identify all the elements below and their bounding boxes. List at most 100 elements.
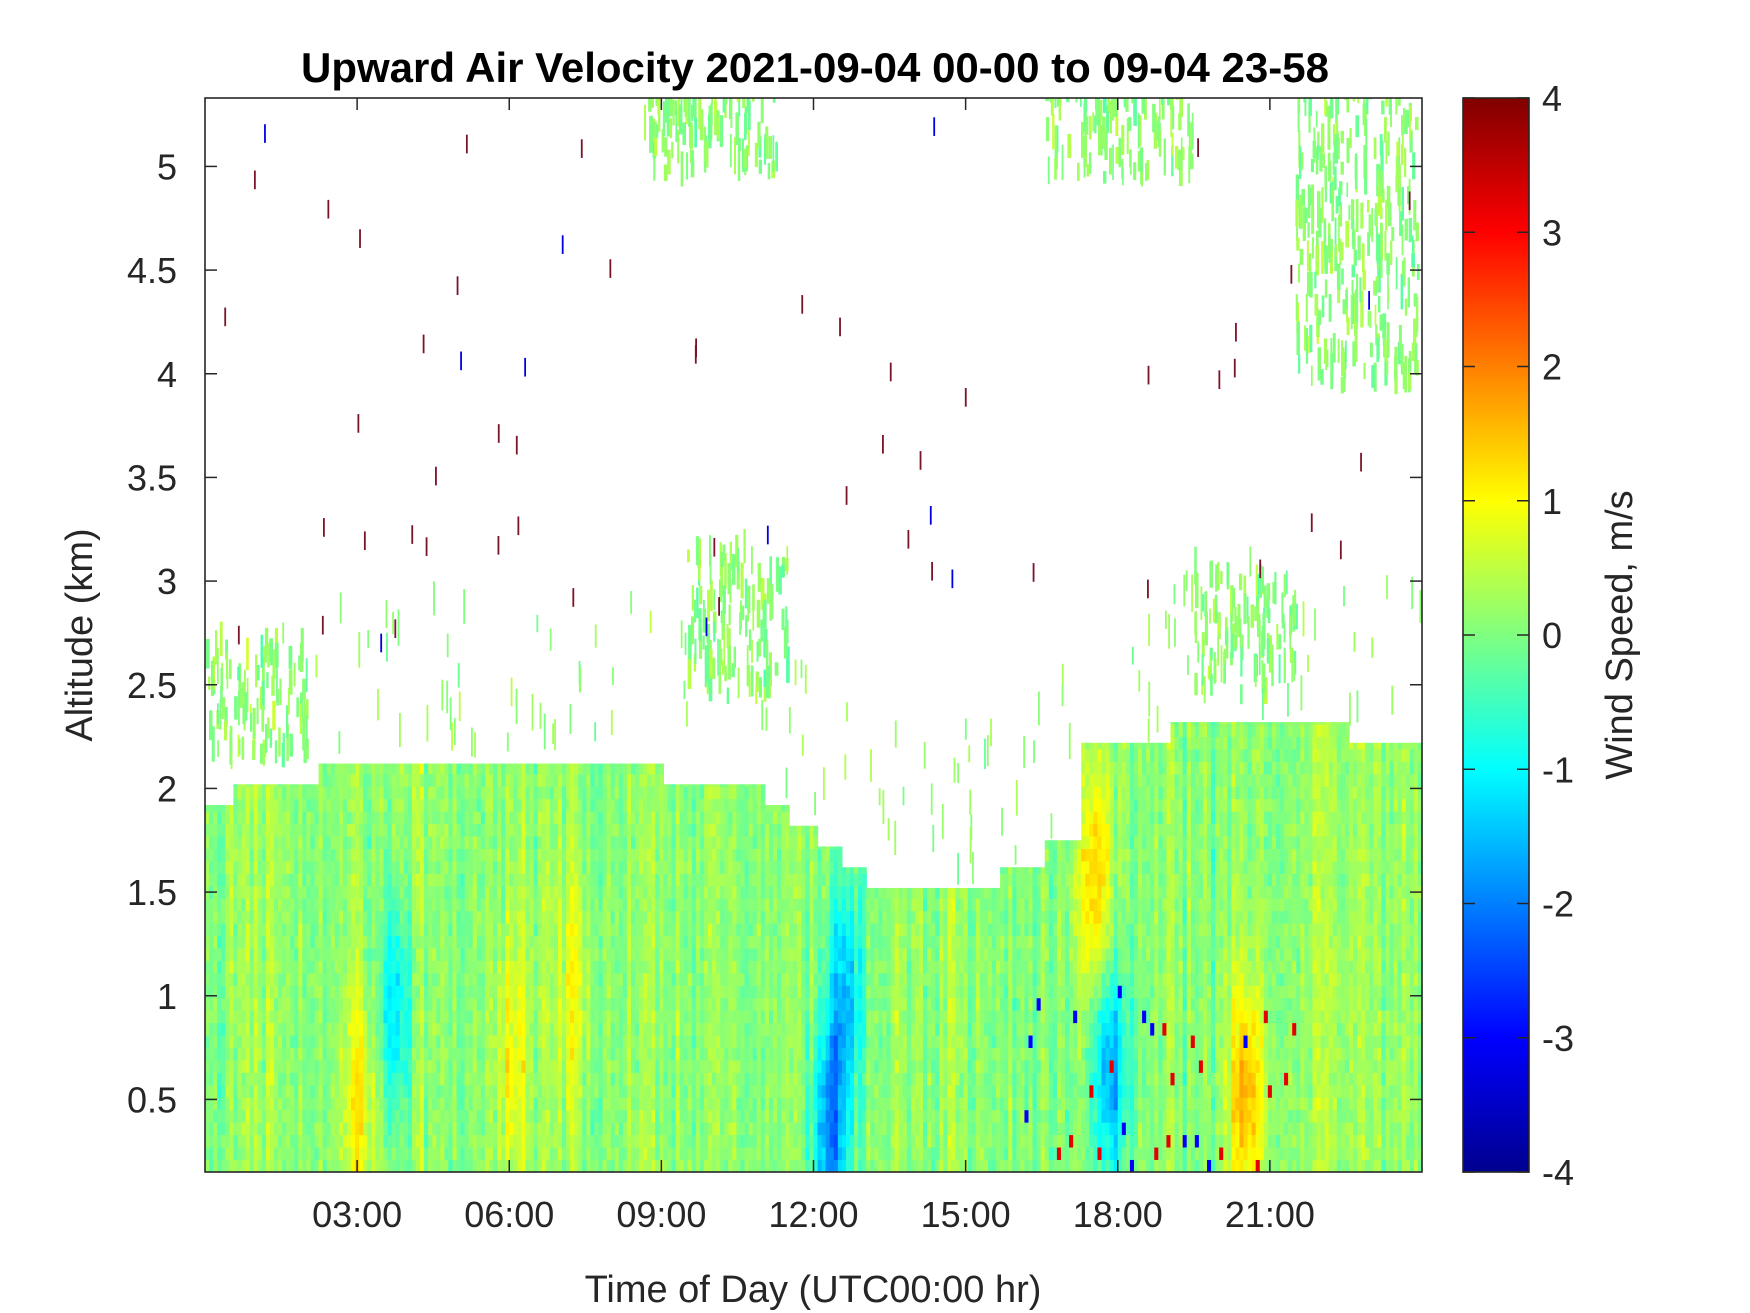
- heatmap-cell: [330, 923, 336, 937]
- heatmap-cell: [525, 848, 531, 862]
- heatmap-cell: [549, 773, 555, 787]
- heatmap-cell: [363, 948, 368, 961]
- heatmap-cell: [359, 798, 364, 812]
- heatmap-cell: [460, 773, 466, 787]
- heatmap-cell: [764, 1097, 770, 1111]
- heatmap-cell: [209, 805, 214, 812]
- heatmap-cell: [610, 972, 616, 986]
- heatmap-cell: [334, 1084, 340, 1098]
- heatmap-cell: [480, 1122, 486, 1136]
- heatmap-cell: [493, 960, 498, 974]
- heatmap-cell: [229, 1122, 234, 1136]
- heatmap-cell: [310, 985, 316, 999]
- heatmap-cell: [452, 1147, 458, 1160]
- heatmap-cell: [679, 1109, 685, 1123]
- heatmap-cell: [594, 1010, 600, 1024]
- heatmap-cell: [517, 1022, 523, 1036]
- heatmap-cell: [351, 1159, 356, 1173]
- heatmap-cell: [428, 1072, 433, 1086]
- heatmap-cell: [460, 1035, 466, 1048]
- heatmap-cell: [379, 861, 385, 874]
- heatmap-cell: [776, 1109, 782, 1123]
- heatmap-cell: [529, 948, 535, 961]
- heatmap-cell: [667, 960, 673, 974]
- heatmap-cell: [278, 898, 283, 912]
- heatmap-cell: [594, 786, 600, 800]
- heatmap-cell: [553, 1084, 559, 1098]
- heatmap-cell: [314, 1084, 320, 1098]
- heatmap-cell: [249, 885, 255, 899]
- heatmap-cell: [598, 1134, 604, 1148]
- heatmap-cell: [501, 935, 506, 949]
- heatmap-cell: [663, 798, 669, 812]
- heatmap-cell: [594, 1047, 600, 1061]
- heatmap-cell: [379, 1047, 385, 1061]
- heatmap-cell: [740, 784, 746, 787]
- heatmap-cell: [407, 997, 413, 1011]
- heatmap-cell: [484, 763, 490, 775]
- heatmap-cell: [647, 910, 652, 924]
- heatmap-cell: [302, 823, 308, 837]
- heatmap-cell: [468, 811, 474, 825]
- heatmap-cell: [586, 773, 591, 787]
- heatmap-cell: [712, 861, 717, 874]
- heatmap-cell: [411, 1109, 417, 1123]
- heatmap-cell: [245, 972, 251, 986]
- heatmap-cell: [744, 784, 750, 787]
- heatmap-cell: [298, 861, 303, 874]
- heatmap-cell: [253, 1134, 259, 1148]
- heatmap-cell: [549, 873, 555, 887]
- heatmap-cell: [460, 960, 466, 974]
- heatmap-cell: [683, 1010, 689, 1024]
- heatmap-cell: [549, 1097, 555, 1111]
- heatmap-cell: [626, 885, 632, 899]
- heatmap-cell: [594, 910, 600, 924]
- heatmap-cell: [529, 1109, 535, 1123]
- heatmap-cell: [484, 873, 490, 887]
- heatmap-cell: [695, 1147, 701, 1160]
- heatmap-cell: [561, 786, 567, 800]
- heatmap-cell: [675, 848, 681, 862]
- heatmap-cell: [643, 1122, 648, 1136]
- heatmap-cell: [237, 848, 243, 862]
- heatmap-cell: [452, 997, 458, 1011]
- heatmap-cell: [578, 1047, 583, 1061]
- heatmap-cell: [375, 935, 381, 949]
- heatmap-cell: [273, 848, 279, 862]
- heatmap-cell: [383, 1134, 389, 1148]
- heatmap-cell: [630, 885, 636, 899]
- heatmap-cell: [533, 1109, 539, 1123]
- heatmap-cell: [740, 1134, 746, 1148]
- heatmap-cell: [691, 1084, 697, 1098]
- heatmap-cell: [265, 861, 271, 874]
- heatmap-cell: [395, 1010, 401, 1024]
- heatmap-cell: [334, 948, 340, 961]
- heatmap-cell: [813, 885, 819, 899]
- heatmap-cell: [626, 1134, 632, 1148]
- heatmap-cell: [781, 997, 786, 1011]
- heatmap-cell: [497, 948, 502, 961]
- heatmap-cell: [663, 1047, 669, 1061]
- heatmap-cell: [772, 1035, 778, 1048]
- heatmap-cell: [699, 873, 705, 887]
- heatmap-cell: [586, 1010, 591, 1024]
- heatmap-cell: [797, 1035, 802, 1048]
- heatmap-cell: [213, 997, 218, 1011]
- heatmap-cell: [391, 1122, 397, 1136]
- heatmap-cell: [452, 1084, 458, 1098]
- heatmap-cell: [570, 1122, 575, 1136]
- heatmap-cell: [760, 784, 766, 787]
- heatmap-cell: [472, 1147, 478, 1160]
- heatmap-cell: [833, 1159, 839, 1173]
- heatmap-cell: [618, 873, 624, 887]
- heatmap-cell: [497, 811, 502, 825]
- heatmap-cell: [618, 1047, 624, 1061]
- heatmap-cell: [793, 997, 798, 1011]
- heatmap-cell: [213, 1122, 218, 1136]
- heatmap-cell: [351, 935, 356, 949]
- heatmap-cell: [452, 885, 458, 899]
- heatmap-cell: [225, 1072, 230, 1086]
- heatmap-cell: [444, 848, 449, 862]
- heatmap-cell: [809, 848, 815, 862]
- heatmap-cell: [290, 1047, 295, 1061]
